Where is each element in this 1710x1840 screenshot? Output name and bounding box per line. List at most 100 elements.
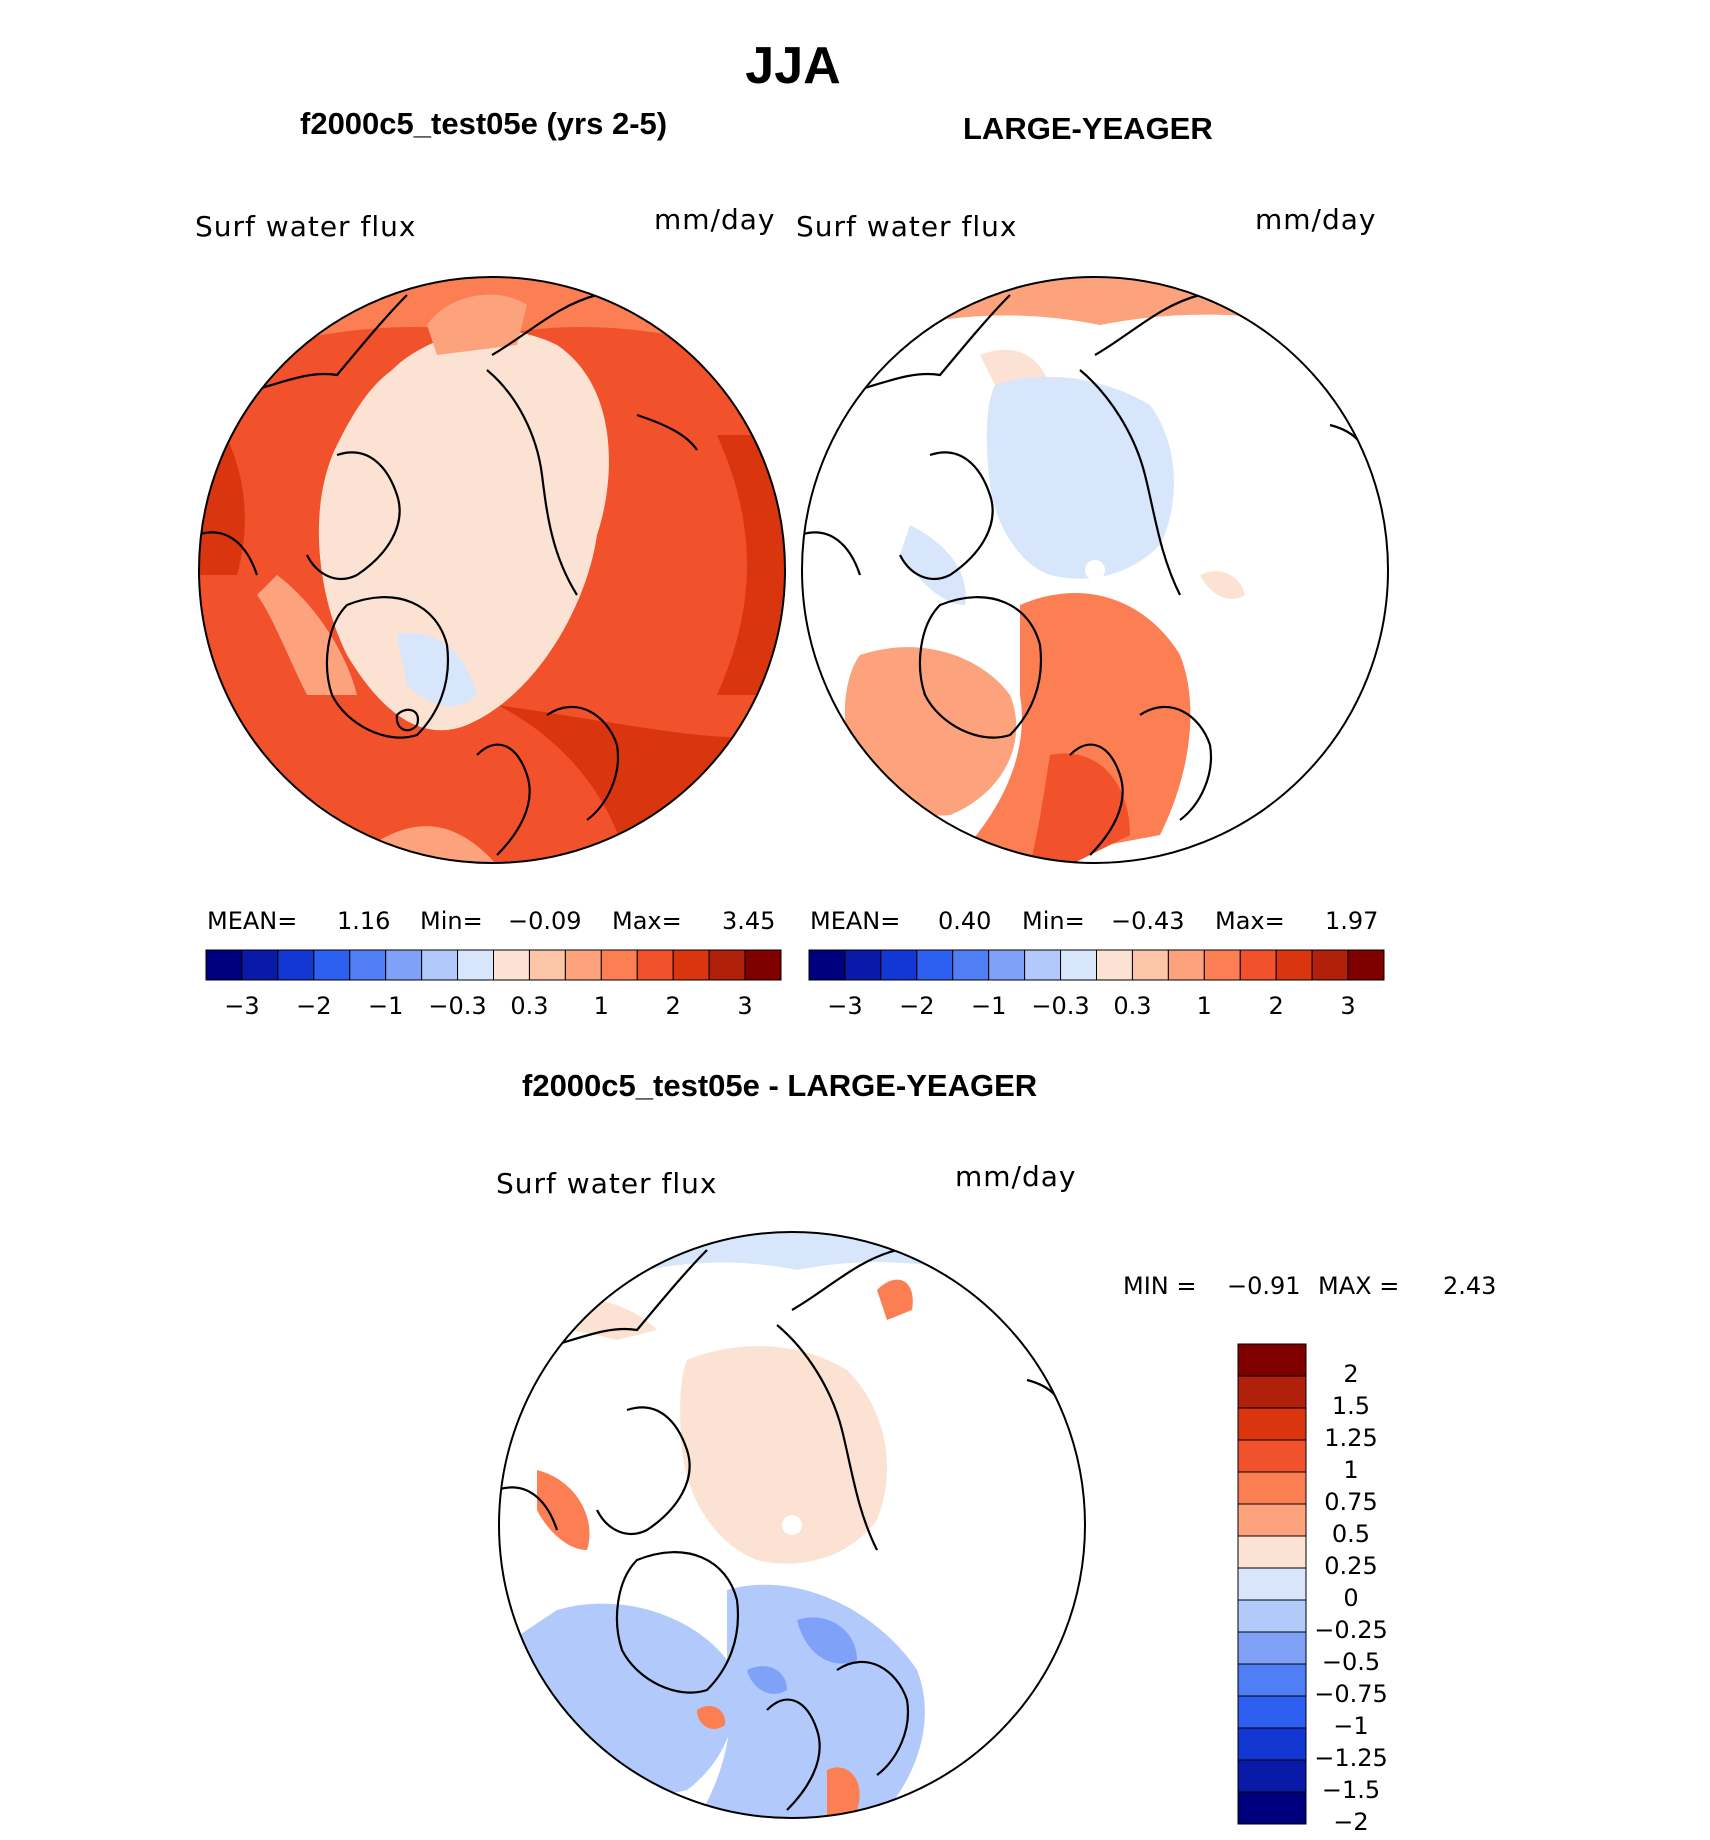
- colorbar-difference-swatch: [1237, 1439, 1307, 1473]
- colorbar-panel2-swatch: [1239, 949, 1277, 981]
- colorbar-panel2-tick-label: −2: [899, 992, 935, 1020]
- colorbar-difference-tick-label: −2: [1333, 1808, 1369, 1836]
- colorbar-panel2-swatch: [1311, 949, 1349, 981]
- colorbar-difference-swatch: [1237, 1759, 1307, 1793]
- colorbar-difference-tick-label: 0.5: [1331, 1520, 1371, 1548]
- colorbar-difference-swatch: [1237, 1375, 1307, 1409]
- colorbar-panel1-swatch: [744, 949, 782, 981]
- panel2-units: mm/day: [1255, 203, 1377, 236]
- colorbar-panel2-tick-label: −0.3: [1031, 992, 1090, 1020]
- panel2-max-label: Max=: [1215, 907, 1285, 935]
- colorbar-panel2-swatch: [808, 949, 846, 981]
- colorbar-difference: [1237, 1343, 1307, 1825]
- colorbar-difference-tick-label: 0.75: [1324, 1488, 1378, 1516]
- colorbar-panel2-swatch: [988, 949, 1026, 981]
- colorbar-panel1-tick-label: −3: [224, 992, 260, 1020]
- colorbar-difference-tick-label: −1.25: [1314, 1744, 1388, 1772]
- colorbar-panel1-swatch: [493, 949, 530, 981]
- colorbar-panel1-swatch: [277, 949, 315, 981]
- colorbar-difference-swatch: [1237, 1663, 1307, 1697]
- colorbar-difference-tick-label: 0.25: [1324, 1552, 1378, 1580]
- colorbar-panel1-tick-label: −1: [367, 992, 404, 1020]
- colorbar-difference-tick-label: 2: [1343, 1360, 1359, 1388]
- colorbar-difference-swatch: [1237, 1791, 1307, 1825]
- colorbar-panel1-swatch: [708, 949, 746, 981]
- panel1-units: mm/day: [654, 203, 776, 236]
- colorbar-difference-tick-label: −0.5: [1321, 1648, 1381, 1676]
- colorbar-panel1-swatch: [564, 949, 602, 981]
- panel1-min-label: Min=: [420, 907, 483, 935]
- panel1-max-value: 3.45: [722, 907, 776, 935]
- panel2-max-value: 1.97: [1325, 907, 1379, 935]
- panel2-mean-value: 0.40: [938, 907, 992, 935]
- colorbar-panel2-tick-label: 0.3: [1113, 992, 1152, 1020]
- colorbar-panel1-tick-label: −2: [296, 992, 332, 1020]
- panel3-min-value: −0.91: [1227, 1272, 1301, 1300]
- colorbar-panel2-tick-label: −1: [970, 992, 1007, 1020]
- colorbar-difference-swatch: [1237, 1471, 1307, 1505]
- colorbar-panel2-swatch: [1096, 949, 1133, 981]
- map-model: [198, 276, 786, 864]
- map-difference: [498, 1231, 1086, 1819]
- colorbar-panel2-swatch: [1203, 949, 1241, 981]
- panel1-field-label: Surf water flux: [195, 210, 417, 243]
- colorbar-difference-swatch: [1237, 1407, 1307, 1441]
- figure-title: JJA: [745, 37, 841, 95]
- colorbar-panel2-tick-label: 2: [1268, 992, 1284, 1020]
- colorbar-difference-swatch: [1237, 1343, 1307, 1377]
- colorbar-panel2-swatch: [880, 949, 918, 981]
- panel1-mean-label: MEAN=: [207, 907, 298, 935]
- colorbar-panel2-swatch: [1024, 949, 1062, 981]
- colorbar-difference-tick-label: −1.5: [1321, 1776, 1381, 1804]
- colorbar-panel2-tick-label: 1: [1196, 992, 1212, 1020]
- colorbar-panel1-tick-label: 0.3: [510, 992, 549, 1020]
- colorbar-panel1-swatch: [241, 949, 279, 981]
- colorbar-panel2-swatch: [1131, 949, 1169, 981]
- colorbar-panel2-tick-label: −3: [827, 992, 863, 1020]
- panel3-max-label: MAX =: [1318, 1272, 1400, 1300]
- panel2-field-label: Surf water flux: [796, 210, 1018, 243]
- colorbar-panel1-swatch: [385, 949, 423, 981]
- colorbar-panel1-swatch: [600, 949, 638, 981]
- colorbar-difference-swatch: [1237, 1727, 1307, 1761]
- colorbar-panel2-swatch: [916, 949, 954, 981]
- colorbar-panel1-swatch: [349, 949, 387, 981]
- panel2-mean-label: MEAN=: [810, 907, 901, 935]
- colorbar-panel2-tick-label: 3: [1340, 992, 1356, 1020]
- panel1-min-value: −0.09: [508, 907, 582, 935]
- colorbar-panel2-swatch: [1060, 949, 1097, 981]
- colorbar-difference-swatch: [1237, 1599, 1307, 1633]
- colorbar-difference-swatch: [1237, 1695, 1307, 1729]
- colorbar-panel1-swatch: [205, 949, 243, 981]
- panel2-title: LARGE-YEAGER: [963, 111, 1213, 146]
- colorbar-difference-tick-label: 1: [1343, 1456, 1359, 1484]
- panel3-units: mm/day: [955, 1160, 1077, 1193]
- panel1-title: f2000c5_test05e (yrs 2-5): [300, 106, 668, 141]
- colorbar-difference-tick-label: 1.5: [1331, 1392, 1371, 1420]
- colorbar-panel2-swatch: [1275, 949, 1313, 981]
- colorbar-difference-swatch: [1237, 1567, 1307, 1601]
- colorbar-panel1-swatch: [421, 949, 459, 981]
- colorbar-difference-tick-label: −1: [1333, 1712, 1369, 1740]
- colorbar-difference-tick-label: −0.75: [1314, 1680, 1388, 1708]
- colorbar-panel1-tick-label: 1: [593, 992, 609, 1020]
- panel3-title: f2000c5_test05e - LARGE-YEAGER: [522, 1068, 1038, 1103]
- panel1-mean-value: 1.16: [337, 907, 391, 935]
- colorbar-panel2-swatch: [844, 949, 882, 981]
- colorbar-panel1-swatch: [528, 949, 566, 981]
- colorbar-difference-tick-label: 1.25: [1324, 1424, 1378, 1452]
- colorbar-panel1: [205, 949, 782, 981]
- colorbar-panel1-tick-label: 2: [665, 992, 681, 1020]
- panel2-min-value: −0.43: [1111, 907, 1185, 935]
- colorbar-difference-tick-label: −0.25: [1314, 1616, 1388, 1644]
- panel3-max-value: 2.43: [1443, 1272, 1497, 1300]
- colorbar-panel2-swatch: [952, 949, 990, 981]
- colorbar-panel1-tick-label: −0.3: [428, 992, 487, 1020]
- colorbar-panel1-tick-label: 3: [737, 992, 753, 1020]
- colorbar-difference-swatch: [1237, 1503, 1307, 1537]
- colorbar-panel1-swatch: [672, 949, 710, 981]
- colorbar-panel2: [808, 949, 1385, 981]
- panel3-min-label: MIN =: [1123, 1272, 1197, 1300]
- panel1-max-label: Max=: [612, 907, 682, 935]
- colorbar-panel1-swatch: [457, 949, 494, 981]
